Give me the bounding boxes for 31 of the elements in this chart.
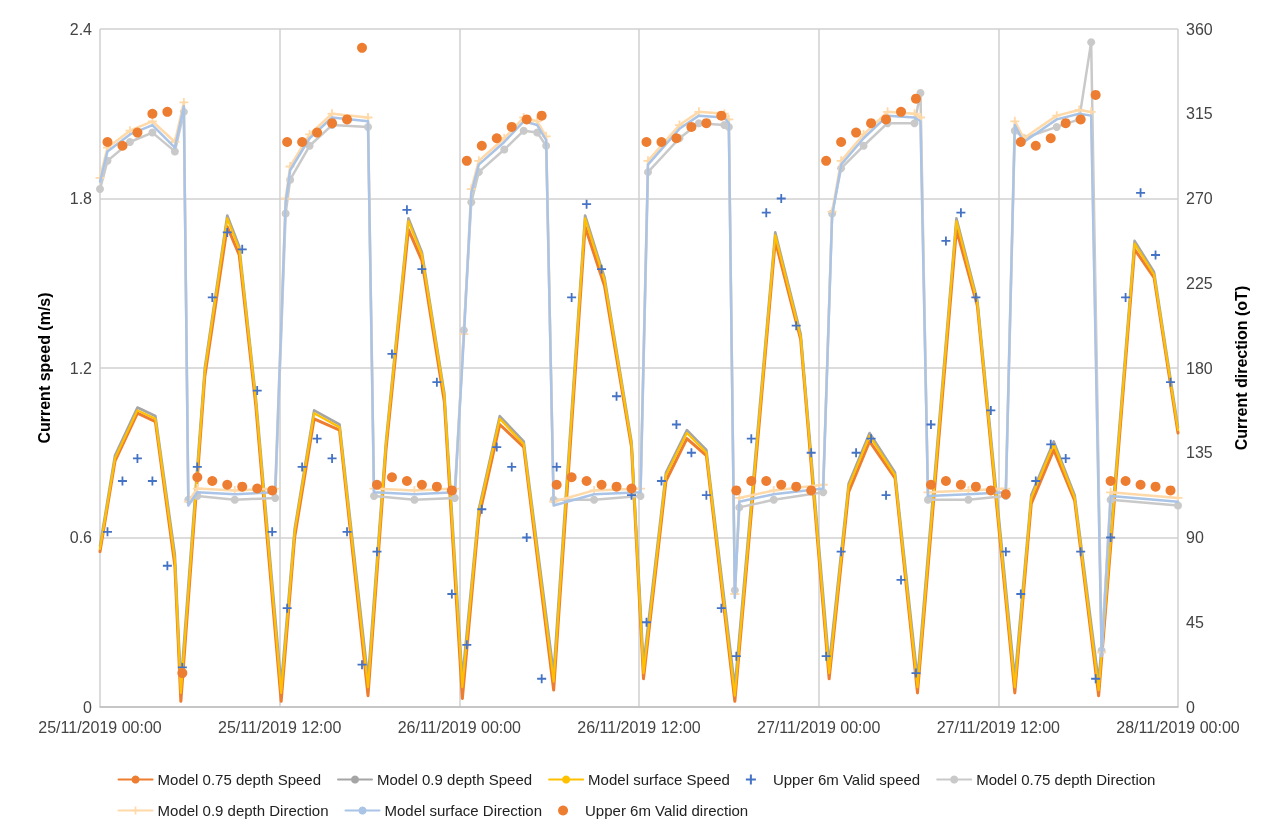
legend-label: Upper 6m Valid direction (585, 802, 749, 819)
x-tick-label: 25/11/2019 12:00 (217, 718, 342, 736)
legend-label: Model surface Direction (384, 802, 543, 819)
legend-label: Model surface Speed (588, 771, 730, 788)
y2-tick-label: 270 (1186, 190, 1213, 207)
legend-label: Model 0.75 depth Direction (976, 771, 1156, 788)
x-tick-label: 27/11/2019 00:00 (756, 718, 881, 736)
legend-label: Model 0.9 depth Direction (157, 802, 329, 819)
y2-tick-label: 0 (1186, 698, 1195, 716)
y2-tick-label: 90 (1186, 529, 1204, 546)
y-tick-label: 0 (83, 698, 93, 716)
y2-tick-label: 180 (1186, 359, 1213, 377)
y2-tick-label: 360 (1186, 20, 1213, 38)
x-tick-label: 26/11/2019 00:00 (397, 718, 522, 736)
y-tick-label: 2.4 (69, 20, 93, 38)
y2-axis-title: Current direction (oT) (1232, 285, 1250, 451)
legend-label: Model 0.9 depth Speed (377, 771, 533, 788)
y2-tick-label: 315 (1186, 105, 1213, 123)
y-axis-title: Current speed (m/s) (35, 292, 53, 444)
x-tick-label: 26/11/2019 12:00 (577, 718, 701, 736)
y-tick-label: 1.8 (69, 190, 93, 207)
y2-tick-label: 135 (1186, 444, 1213, 462)
x-tick-label: 27/11/2019 12:00 (936, 718, 1061, 736)
legend-label: Model 0.75 depth Speed (157, 771, 322, 788)
x-tick-label: 28/11/2019 00:00 (1116, 718, 1240, 736)
x-tick-label: 25/11/2019 00:00 (38, 718, 162, 736)
legend-label: Upper 6m Valid speed (772, 771, 921, 788)
y-tick-label: 1.2 (69, 359, 93, 377)
y-tick-label: 0.6 (69, 529, 93, 546)
y2-tick-label: 225 (1186, 274, 1213, 292)
y2-tick-label: 45 (1186, 613, 1204, 631)
